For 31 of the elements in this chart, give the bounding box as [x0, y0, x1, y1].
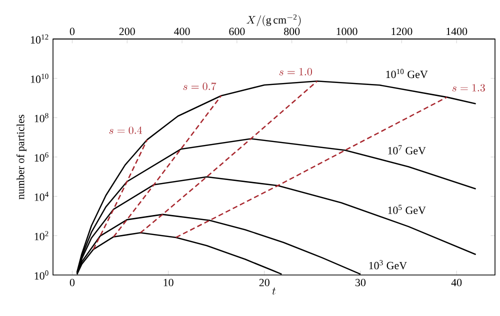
series-label: $s = 1.3$: [452, 84, 485, 92]
y-tick-label: 10$^{10}$: [30, 74, 48, 83]
series-label: 10$^{5}$ GeV: [388, 204, 426, 214]
y-tick-label: 10$^{12}$: [30, 34, 48, 44]
y-tick-label: 10$^{6}$: [34, 152, 48, 162]
series-label: 10$^{7}$ GeV: [388, 145, 426, 154]
x-axis-title: $t$: [272, 288, 276, 295]
x-tick-label: 30: [356, 278, 366, 286]
series-label: $s = 0.7$: [183, 82, 216, 90]
series-label: 10$^{3}$ GeV: [369, 260, 407, 270]
x2-tick-label: 400: [174, 28, 190, 36]
y-tick-label: 10$^{0}$: [34, 270, 48, 280]
y-tick-label: 10$^{4}$: [34, 192, 49, 201]
y-axis-title: number of particles: [16, 114, 26, 200]
x2-tick-label: 0: [70, 28, 75, 36]
x2-tick-label: 200: [119, 28, 135, 36]
x2-tick-label: 1000: [336, 28, 358, 36]
x2-tick-label: 1200: [392, 28, 412, 36]
x-tick-label: 0: [70, 278, 75, 286]
series-label: 10$^{10}$ GeV: [386, 68, 428, 78]
y-tick-label: 10$^{8}$: [34, 113, 48, 122]
series-label: $s = 0.4$: [109, 126, 142, 134]
x-tick-label: 40: [451, 278, 462, 286]
x2-tick-label: 600: [229, 28, 245, 36]
x2-tick-label: 800: [284, 28, 300, 36]
x2-axis-title: $X/(\mathrm{g\,cm^{-2}})$: [246, 14, 301, 26]
y-tick-label: 10$^{2}$: [34, 231, 48, 240]
x-tick-label: 20: [259, 278, 270, 286]
x2-tick-label: 1400: [446, 28, 468, 36]
series-label: $s = 1.0$: [279, 68, 312, 76]
x-tick-label: 10: [164, 278, 174, 286]
